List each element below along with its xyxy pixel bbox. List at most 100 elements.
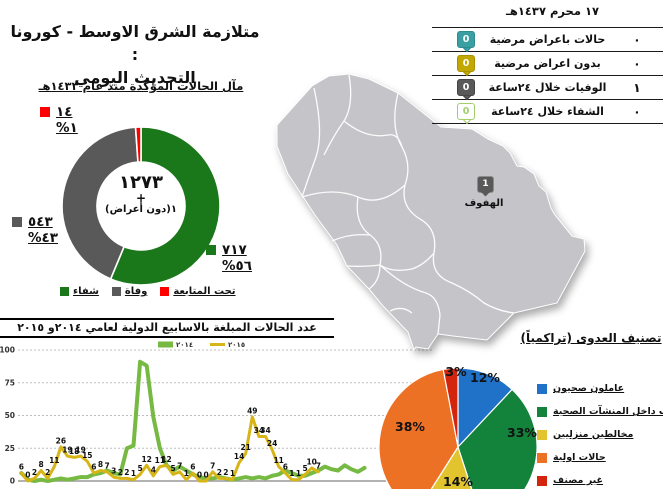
table-row-recoveries-24h: 0 الشفاء خلال ٢٤ساعة ٠ xyxy=(432,99,663,125)
pie-legend-label: مخالطين منزليين xyxy=(553,429,634,440)
status-badge: 0 xyxy=(457,79,475,96)
badge-cell: 0 xyxy=(448,31,484,53)
svg-text:2: 2 xyxy=(223,468,228,477)
svg-text:8: 8 xyxy=(98,460,103,469)
svg-text:5: 5 xyxy=(137,464,142,473)
table-row-value: ٠ xyxy=(633,32,641,47)
svg-text:34: 34 xyxy=(260,426,270,435)
donut-chart-title: مآل الحالات المؤكدة منذ عام ١٤٣٣هـ xyxy=(38,79,244,93)
followup-percent: %١ xyxy=(56,120,78,136)
svg-text:2: 2 xyxy=(217,468,222,477)
svg-text:1: 1 xyxy=(131,469,136,478)
svg-text:14: 14 xyxy=(234,452,244,461)
legend-swatch-unclassified xyxy=(537,475,547,486)
donut-legend-label: وفاة xyxy=(124,286,148,297)
svg-text:3: 3 xyxy=(111,467,116,476)
report-date: ١٧ محرم ١٤٣٧هـ xyxy=(505,4,600,18)
svg-text:6: 6 xyxy=(19,463,24,472)
map-pin-count: 1 xyxy=(482,179,489,189)
pie-legend-item: مكتسب داخل المنشآت الصحية xyxy=(537,400,663,423)
badge-cell: 0 xyxy=(448,103,484,125)
svg-text:8: 8 xyxy=(38,460,43,469)
svg-text:19: 19 xyxy=(75,446,85,455)
map-region-borders xyxy=(301,74,515,335)
svg-text:1: 1 xyxy=(296,469,301,478)
deaths-swatch xyxy=(12,217,22,227)
table-row-label: الوفيات خلال ٢٤ساعة xyxy=(488,81,607,94)
deaths-count: ٥٤٣ xyxy=(28,214,53,230)
pie-legend-item: حالات اولية xyxy=(537,446,663,469)
svg-text:21: 21 xyxy=(240,443,250,452)
donut-legend-label: تحت المتابعة xyxy=(173,286,236,297)
callout-recovered: ٧١٧ %٥٦ xyxy=(206,242,252,274)
deaths-percent: %٤٣ xyxy=(28,230,59,246)
legend-swatch-primary-cases xyxy=(537,452,547,463)
recovered-percent: %٥٦ xyxy=(222,258,253,274)
svg-text:1: 1 xyxy=(184,469,189,478)
svg-text:5: 5 xyxy=(302,464,307,473)
svg-text:11: 11 xyxy=(155,456,165,465)
page-title-line1: متلازمة الشرق الاوسط - كورونا : xyxy=(10,22,260,65)
svg-text:38%: 38% xyxy=(395,419,425,434)
legend-swatch-health-workers xyxy=(537,383,547,394)
infection-classification-pie-chart: 12% 33% 14% 38% 3% xyxy=(378,364,538,489)
svg-text:4: 4 xyxy=(151,465,156,474)
table-row-value: ٠ xyxy=(633,56,641,71)
donut-legend-item-deaths: وفاة xyxy=(111,286,148,297)
svg-text:49: 49 xyxy=(247,406,257,415)
legend-swatch-followup xyxy=(160,287,170,296)
pie-legend-label: غير مصنف xyxy=(553,475,604,486)
svg-text:7: 7 xyxy=(210,461,215,470)
plus-sign: + xyxy=(135,191,147,205)
map-pin-label: الهفوف xyxy=(464,198,504,209)
svg-text:34: 34 xyxy=(254,426,264,435)
svg-text:1: 1 xyxy=(289,469,294,478)
status-badge: 0 xyxy=(457,103,475,120)
svg-text:0: 0 xyxy=(10,477,15,486)
svg-text:100: 100 xyxy=(0,346,15,355)
svg-text:٢٠١٤: ٢٠١٤ xyxy=(176,341,193,349)
map-location-pin: 1 xyxy=(477,176,494,197)
svg-text:14%: 14% xyxy=(443,474,473,489)
followup-count: ١٤ xyxy=(56,104,73,120)
pie-legend-item: غير مصنف xyxy=(537,469,663,489)
svg-text:11: 11 xyxy=(273,456,283,465)
pie-chart-title: تصنيف العدوى (تراكمياً) xyxy=(520,331,662,345)
svg-text:0: 0 xyxy=(197,471,202,480)
svg-text:11: 11 xyxy=(49,456,59,465)
legend-swatch-healthcare-acquired xyxy=(537,406,547,417)
svg-text:0: 0 xyxy=(203,471,208,480)
svg-text:5: 5 xyxy=(170,464,175,473)
table-row-label: بدون اعراض مرضية xyxy=(494,57,601,70)
table-row-symptomatic-cases: 0 حالات باعراض مرضية ٠ xyxy=(432,27,663,53)
svg-text:24: 24 xyxy=(267,439,277,448)
svg-text:7: 7 xyxy=(316,461,321,470)
total-confirmed-cases: ١٢٧٣ xyxy=(119,172,163,193)
map-country-shape xyxy=(276,73,586,352)
svg-text:12: 12 xyxy=(141,455,151,464)
daily-summary-table: 0 حالات باعراض مرضية ٠ 0 بدون اعراض مرضي… xyxy=(432,27,663,125)
svg-text:6: 6 xyxy=(91,463,96,472)
page-title: متلازمة الشرق الاوسط - كورونا : التحديث … xyxy=(6,20,264,90)
pie-legend-item: مخالطين منزليين xyxy=(537,423,663,446)
donut-center-text: ١٢٧٣ + ١(دون أعراض) xyxy=(99,172,183,215)
svg-text:75: 75 xyxy=(5,378,15,387)
svg-text:3%: 3% xyxy=(445,364,467,379)
svg-text:7: 7 xyxy=(104,461,109,470)
svg-text:18: 18 xyxy=(69,447,79,456)
line-chart-title: عدد الحالات المبلغة بالاسابيع الدولية لع… xyxy=(0,318,334,338)
svg-text:12%: 12% xyxy=(470,370,500,385)
svg-text:33%: 33% xyxy=(507,425,537,440)
legend-swatch-household-contacts xyxy=(537,429,547,440)
status-badge: 0 xyxy=(457,55,475,72)
table-row-deaths-24h: 0 الوفيات خلال ٢٤ساعة ١ xyxy=(432,75,663,101)
svg-text:15: 15 xyxy=(82,451,92,460)
svg-text:19: 19 xyxy=(62,446,72,455)
table-row-label: الشفاء خلال ٢٤ساعة xyxy=(491,105,604,118)
recovered-count: ٧١٧ xyxy=(222,242,247,258)
svg-text:0: 0 xyxy=(25,471,30,480)
table-row-label: حالات باعراض مرضية xyxy=(489,33,606,46)
table-row-asymptomatic-cases: 0 بدون اعراض مرضية ٠ xyxy=(432,51,663,77)
svg-text:6: 6 xyxy=(190,463,195,472)
